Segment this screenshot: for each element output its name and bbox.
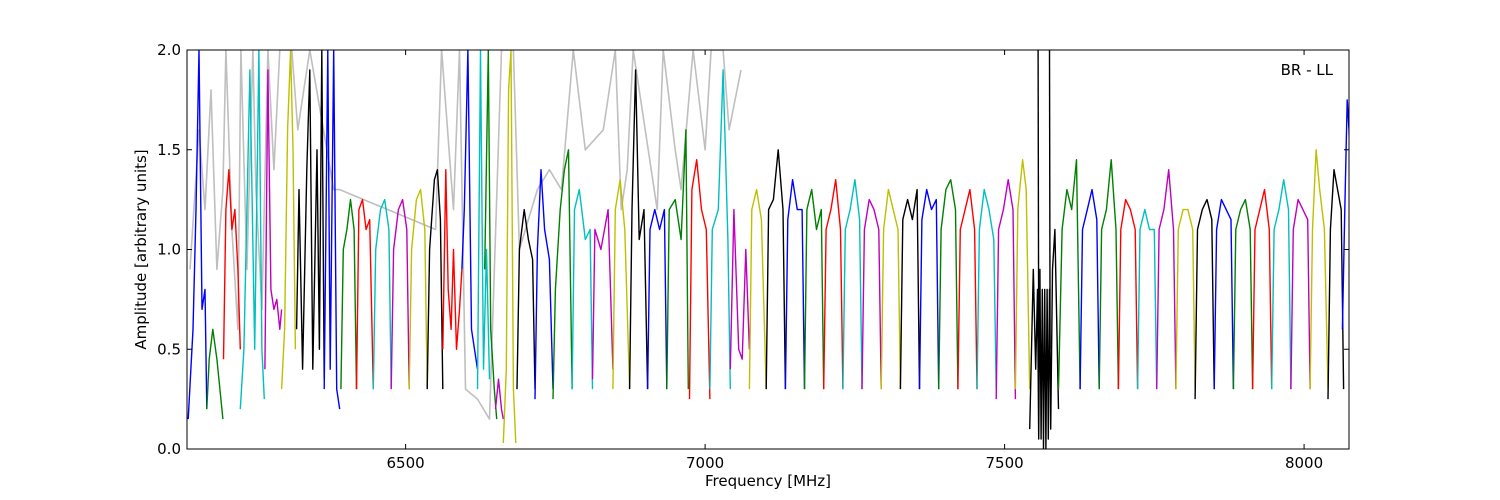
series-segment-34 [784,178,806,390]
series-segment-16 [476,50,491,390]
x-tick-label: 6500 [387,454,425,472]
series-segment-59 [1232,198,1254,390]
series-segment-43 [957,188,978,390]
series-segment-1 [206,328,224,420]
series-segment-27 [646,208,668,390]
series-layer [187,50,1349,449]
series-segment-15 [461,50,479,370]
series-segment-49 [1048,50,1051,350]
panel-annotation: BR - LL [1281,61,1334,79]
y-tick-label: 1.5 [157,141,181,159]
series-segment-13 [426,168,444,390]
series-segment-4 [264,69,283,370]
series-segment-10 [372,198,392,390]
series-segment-38 [861,198,882,390]
background-series-line [189,50,742,420]
series-segment-56 [1175,208,1196,390]
series-segment-19 [502,50,517,444]
series-segment-55 [1156,168,1177,390]
series-segment-32 [748,188,767,390]
y-axis-label: Amplitude [arbitrary units] [132,149,150,349]
series-segment-47 [1029,228,1060,449]
series-segment-51 [1079,188,1100,390]
series-segment-63 [1309,149,1329,390]
x-tick-label: 7000 [686,454,724,472]
series-segment-46 [1014,158,1031,390]
series-segment-25 [612,178,631,390]
x-tick-label: 7500 [985,454,1023,472]
series-segment-2 [222,168,241,360]
series-segment-37 [842,178,863,390]
series-segment-28 [666,129,689,390]
series-segment-29 [688,158,711,400]
x-tick-label: 8000 [1285,454,1323,472]
series-segment-64 [1327,168,1345,400]
series-segment-17 [484,50,498,420]
y-tick-label: 2.0 [157,41,181,59]
series-segment-24 [591,208,614,380]
series-segment-9 [355,198,374,390]
series-segment-50 [1057,158,1081,390]
series-segment-23 [571,188,594,390]
series-segment-65 [1341,99,1349,330]
series-segment-48 [1037,50,1040,350]
series-segment-36 [823,178,844,390]
series-segment-5 [280,50,297,390]
series-segment-35 [803,188,825,390]
series-segment-14 [442,168,463,350]
series-segment-58 [1213,198,1235,390]
series-segment-45 [995,178,1017,400]
series-segment-52 [1098,158,1120,390]
series-segment-40 [899,188,921,390]
series-segment-6 [295,50,325,380]
series-segment-62 [1290,198,1311,390]
series-segment-8 [340,198,358,390]
series-segment-44 [976,188,997,390]
y-tick-label: 0.5 [157,340,181,358]
series-segment-26 [628,69,649,390]
series-segment-39 [880,188,902,390]
series-segment-57 [1194,198,1215,400]
series-segment-22 [552,149,573,400]
series-segment-21 [534,168,554,400]
series-segment-54 [1136,208,1158,390]
series-segment-53 [1117,198,1139,390]
series-segment-3 [239,50,265,410]
series-segment-33 [765,149,787,390]
series-segment-0 [187,50,208,420]
series-segment-30 [709,69,731,390]
x-axis-ticks: 6500 7000 7500 8000 [387,50,1323,472]
series-segment-20 [516,208,536,390]
series-segment-60 [1251,188,1273,390]
x-axis-label: Frequency [MHz] [705,472,831,490]
series-segment-61 [1271,178,1292,390]
y-tick-label: 1.0 [157,241,181,259]
series-segment-12 [408,188,428,390]
series-segment-7 [323,50,341,410]
series-segment-18 [494,378,504,420]
series-segment-42 [938,178,959,390]
series-segment-41 [918,188,940,390]
y-tick-label: 0.0 [157,440,181,458]
series-segment-11 [390,198,410,390]
y-axis-ticks: 0.0 0.5 1.0 1.5 2.0 [157,41,1349,458]
series-segment-31 [729,208,751,370]
